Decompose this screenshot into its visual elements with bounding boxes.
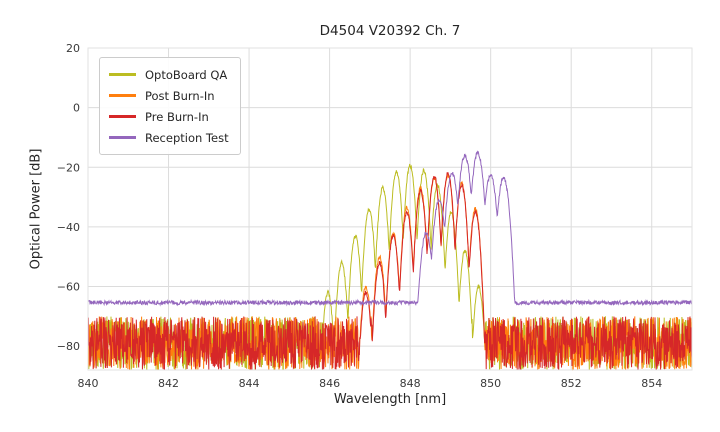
x-tick-label: 852 xyxy=(561,377,582,390)
series-line-3 xyxy=(87,150,693,307)
legend-line-swatch xyxy=(109,94,136,97)
series-line-2 xyxy=(87,172,693,371)
y-tick-label: −80 xyxy=(57,340,80,353)
x-tick-label: 854 xyxy=(641,377,662,390)
y-tick-label: 0 xyxy=(73,102,80,115)
legend-line-swatch xyxy=(109,115,136,118)
legend-entry: OptoBoard QA xyxy=(109,64,229,85)
y-tick-label: 20 xyxy=(66,42,80,55)
x-tick-label: 846 xyxy=(319,377,340,390)
legend-label: OptoBoard QA xyxy=(145,67,228,82)
x-tick-label: 848 xyxy=(400,377,421,390)
x-tick-label: 840 xyxy=(78,377,99,390)
x-tick-label: 844 xyxy=(239,377,260,390)
legend-entry: Reception Test xyxy=(109,127,229,148)
chart-title: D4504 V20392 Ch. 7 xyxy=(319,23,461,39)
x-axis-label: Wavelength [nm] xyxy=(333,392,447,407)
y-tick-label: −60 xyxy=(57,281,80,294)
x-tick-label: 842 xyxy=(158,377,179,390)
plot-border xyxy=(87,47,693,371)
legend-label: Post Burn-In xyxy=(145,88,215,103)
y-tick-label: −40 xyxy=(57,221,80,234)
legend-entry: Post Burn-In xyxy=(109,85,229,106)
x-tick-label: 850 xyxy=(480,377,501,390)
legend-label: Pre Burn-In xyxy=(145,109,209,124)
legend-label: Reception Test xyxy=(145,130,229,145)
legend: OptoBoard QA Post Burn-In Pre Burn-In Recep… xyxy=(99,57,241,155)
legend-entry: Pre Burn-In xyxy=(109,106,229,127)
y-tick-label: −20 xyxy=(57,161,80,174)
legend-line-swatch xyxy=(109,136,136,139)
legend-line-swatch xyxy=(109,73,136,76)
y-axis-label: Optical Power [dB] xyxy=(28,148,44,270)
